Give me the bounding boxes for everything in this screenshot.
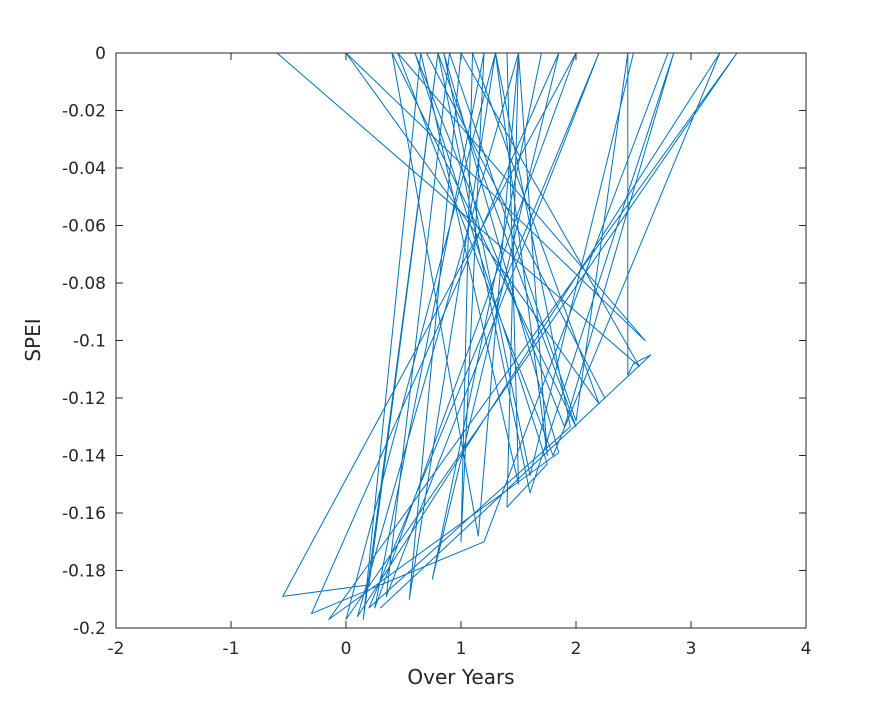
x-axis-label: Over Years — [407, 665, 514, 689]
y-axis-label: SPEI — [21, 318, 45, 361]
x-tick-label: -1 — [223, 639, 240, 659]
x-tick-label: 1 — [456, 639, 467, 659]
y-tick-label: -0.18 — [62, 562, 106, 582]
plot-frame — [115, 52, 807, 629]
y-tick-label: -0.1 — [73, 332, 106, 352]
x-tick-label: 3 — [686, 639, 697, 659]
y-tick-label: -0.08 — [62, 274, 106, 294]
y-tick-label: -0.16 — [62, 504, 106, 524]
y-tick-label: -0.12 — [62, 389, 106, 409]
y-tick-label: -0.04 — [62, 159, 106, 179]
series-layer — [150, 52, 738, 620]
spei-series-line — [150, 52, 738, 620]
x-axis-ticks: -2 -1 0 1 2 3 4 — [108, 53, 812, 659]
x-tick-label: -2 — [108, 639, 125, 659]
x-tick-label: 4 — [801, 639, 812, 659]
y-tick-label: -0.14 — [62, 447, 106, 467]
x-tick-label: 2 — [571, 639, 582, 659]
y-tick-label: -0.02 — [62, 102, 106, 122]
y-tick-label: -0.06 — [62, 217, 106, 237]
y-tick-label: 0 — [95, 44, 106, 64]
y-tick-label: -0.2 — [73, 619, 106, 639]
x-tick-label: 0 — [341, 639, 352, 659]
